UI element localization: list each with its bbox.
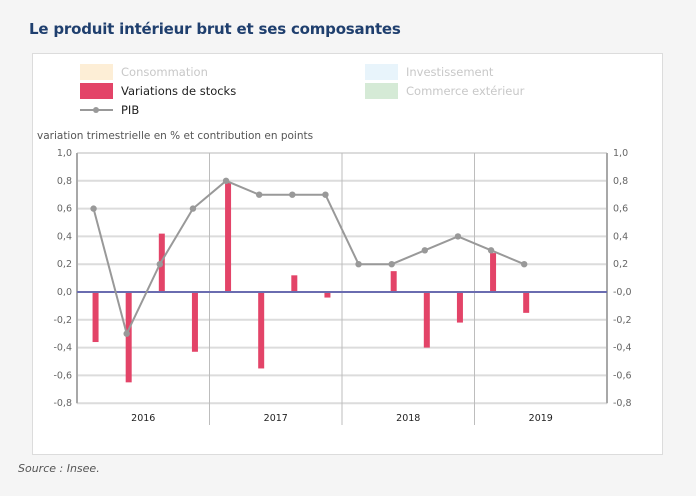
bar-stocks — [324, 292, 331, 298]
legend-label: Commerce extérieur — [406, 84, 525, 98]
legend-item-investissement[interactable]: Investissement — [365, 64, 493, 80]
y-tick-left: 0,6 — [57, 204, 72, 215]
y-tick-right: -0,4 — [613, 343, 632, 354]
consommation-swatch-icon — [80, 64, 113, 80]
bar-stocks — [490, 253, 497, 292]
bar-stocks — [92, 292, 99, 343]
pib-point — [487, 247, 495, 254]
bar-stocks — [423, 292, 430, 348]
y-tick-left: 0,2 — [57, 259, 72, 270]
page-title: Le produit intérieur brut et ses composa… — [29, 20, 401, 38]
investissement-swatch-icon — [365, 64, 398, 80]
y-tick-right: 0,4 — [613, 231, 628, 242]
y-tick-right: -0,2 — [613, 315, 632, 326]
pib-point — [289, 191, 296, 198]
bar-stocks — [225, 182, 232, 292]
y-tick-left: 1,0 — [57, 148, 72, 159]
x-tick-year: 2019 — [529, 413, 553, 424]
stocks-swatch-icon — [80, 83, 113, 99]
y-tick-right: -0,8 — [613, 398, 632, 409]
source-note: Source : Insee. — [18, 462, 100, 475]
y-tick-right: -0,6 — [613, 370, 632, 381]
pib-line-icon — [80, 102, 113, 118]
y-tick-left: 0,4 — [57, 231, 72, 242]
y-tick-left: 0,8 — [57, 176, 72, 187]
commerce-swatch-icon — [365, 83, 398, 99]
pib-point — [355, 261, 362, 268]
y-tick-left: -0,8 — [53, 398, 72, 409]
y-axis-title: variation trimestrielle en % et contribu… — [37, 130, 314, 142]
y-tick-left: -0,2 — [53, 315, 72, 326]
y-tick-right: 1,0 — [613, 148, 628, 159]
legend-label: Investissement — [406, 65, 494, 79]
bar-stocks — [258, 292, 265, 369]
chart-card — [32, 53, 663, 455]
pib-point — [255, 191, 263, 198]
legend-label: Variations de stocks — [121, 84, 237, 98]
legend-label: Consommation — [121, 65, 208, 79]
legend-item-stocks[interactable]: Variations de stocks — [80, 83, 236, 99]
pib-point — [123, 330, 130, 337]
pib-point — [388, 261, 395, 268]
bar-stocks — [456, 292, 463, 323]
pib-point — [222, 177, 230, 184]
pib-point — [322, 191, 329, 198]
pib-point — [421, 247, 429, 254]
bar-stocks — [191, 292, 198, 352]
bar-stocks — [291, 275, 298, 292]
x-tick-year: 2017 — [264, 413, 288, 424]
x-tick-year: 2016 — [131, 413, 155, 424]
pib-point — [454, 233, 462, 240]
pib-point — [189, 205, 197, 212]
pib-point — [520, 261, 528, 268]
bar-stocks — [125, 292, 132, 383]
bar-stocks — [523, 292, 530, 313]
y-tick-left: -0,4 — [53, 343, 72, 354]
y-tick-left: 0,0 — [57, 287, 72, 298]
y-tick-right: 0,6 — [613, 204, 628, 215]
pib-line — [92, 179, 525, 337]
legend-item-consommation[interactable]: Consommation — [80, 64, 208, 80]
legend-item-commerce[interactable]: Commerce extérieur — [365, 83, 524, 99]
y-tick-right: 0,2 — [613, 259, 628, 270]
legend-item-pib[interactable]: PIB — [80, 102, 139, 118]
y-tick-left: -0,6 — [53, 370, 72, 381]
y-tick-right: 0,8 — [613, 176, 628, 187]
bar-stocks — [390, 271, 397, 292]
y-tick-right: -0,0 — [613, 287, 632, 298]
pib-point — [90, 205, 97, 212]
pib-point — [156, 261, 164, 268]
legend-label: PIB — [121, 103, 140, 117]
x-tick-year: 2018 — [396, 413, 420, 424]
